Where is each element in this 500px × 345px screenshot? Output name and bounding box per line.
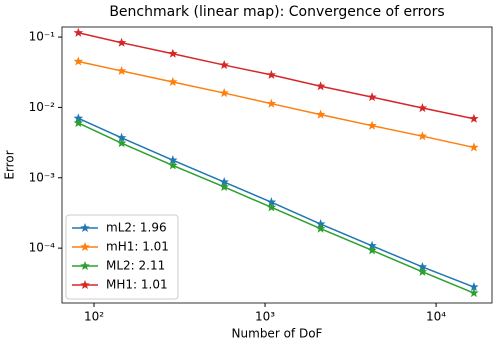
point [266, 202, 277, 212]
point [168, 160, 178, 170]
point [168, 76, 178, 87]
legend-label: mL2: 1.96 [106, 221, 167, 235]
point [73, 113, 84, 123]
x-tick-label: 10³ [255, 310, 275, 324]
point [469, 288, 479, 298]
point [219, 60, 229, 70]
legend-marker [80, 261, 90, 271]
point [168, 155, 178, 165]
point [367, 240, 377, 250]
legend-box [65, 214, 179, 300]
x-axis-label: Number of DoF [232, 327, 323, 341]
point [417, 261, 428, 271]
point [367, 245, 377, 255]
point [315, 219, 326, 229]
point [116, 138, 127, 148]
point [73, 56, 84, 66]
point [73, 118, 84, 128]
point [266, 69, 277, 79]
point [417, 266, 428, 276]
y-axis-label: Error [3, 150, 17, 179]
point [116, 65, 127, 75]
point [367, 92, 377, 102]
y-tick-label: 10⁻¹ [29, 30, 56, 44]
point [219, 177, 229, 187]
point [417, 131, 428, 141]
point [315, 223, 326, 233]
x-tick-label: 10⁴ [426, 310, 446, 324]
legend-label: ML2: 2.11 [106, 259, 165, 273]
chart-title: Benchmark (linear map): Convergence of e… [109, 4, 444, 20]
x-tick-label: 10² [84, 310, 104, 324]
plot-frame [61, 26, 493, 304]
point [73, 27, 84, 37]
y-tick-label: 10⁻⁴ [29, 241, 56, 255]
legend-marker [80, 280, 90, 290]
point [315, 81, 326, 91]
series-line [78, 32, 475, 120]
point [315, 109, 326, 119]
legend-marker [80, 242, 90, 252]
series-line [78, 60, 475, 149]
y-tick-label: 10⁻² [29, 100, 56, 114]
legend-label: MH1: 1.01 [106, 278, 168, 292]
point [469, 282, 479, 292]
point [367, 120, 377, 130]
point [168, 48, 178, 58]
legend-marker [80, 223, 90, 233]
point [116, 37, 127, 47]
point [266, 98, 277, 108]
point [417, 103, 428, 113]
point [469, 142, 479, 152]
point [469, 113, 479, 123]
y-tick-label: 10⁻³ [29, 170, 56, 184]
point [219, 181, 229, 192]
legend-label: mH1: 1.01 [106, 240, 169, 254]
point [219, 88, 229, 98]
point [266, 197, 277, 207]
point [116, 132, 127, 142]
